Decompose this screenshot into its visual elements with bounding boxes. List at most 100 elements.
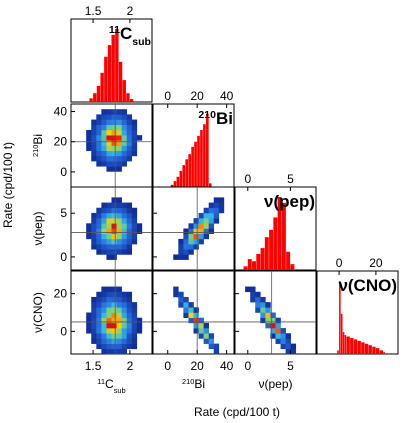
density-cell — [183, 254, 189, 260]
density-cell — [198, 223, 204, 229]
x-variable-label: 11Csub — [97, 377, 125, 395]
density-cell — [131, 212, 138, 219]
density-cell — [111, 296, 117, 303]
density-cell — [255, 291, 261, 298]
density-cell — [198, 322, 204, 329]
density-cell — [106, 291, 112, 298]
density-cell — [218, 202, 225, 209]
density-cell — [106, 233, 112, 240]
y-axis-label: Rate (cpd/100 t) — [1, 142, 15, 228]
density-cell — [121, 333, 127, 339]
hist-bar — [100, 72, 104, 102]
hist-bar — [368, 345, 372, 354]
density-cell — [178, 244, 184, 250]
density-cell — [208, 207, 215, 214]
hist-bar — [372, 346, 376, 354]
density-cell — [208, 343, 215, 350]
hist-bar — [197, 135, 200, 187]
hist-bar — [173, 181, 177, 187]
hist-bar — [357, 340, 361, 354]
hist-bar — [122, 80, 126, 102]
density-cell — [193, 233, 199, 240]
hist-bar — [337, 350, 339, 354]
density-cell — [198, 228, 204, 234]
density-cell — [91, 150, 97, 157]
density-cell — [106, 124, 112, 131]
density-cell — [101, 114, 107, 120]
density-cell — [126, 129, 133, 136]
density-cell — [178, 238, 184, 245]
density-cell — [131, 218, 138, 224]
hist-bar — [194, 141, 197, 187]
density-cell — [218, 207, 225, 214]
y-variable-label: ν(pep) — [31, 211, 45, 245]
density-cell — [126, 338, 133, 344]
density-cell — [116, 317, 122, 324]
label-base: C — [105, 377, 114, 391]
density-cell — [116, 338, 122, 344]
density-cell — [260, 302, 266, 308]
density-cell — [116, 328, 122, 334]
density-cell — [126, 343, 133, 350]
hist-bar — [364, 343, 369, 354]
hist-bar — [179, 170, 183, 187]
density-cell — [270, 333, 276, 339]
density-cell — [91, 135, 97, 141]
density-cell — [121, 302, 127, 308]
density-cell — [116, 333, 122, 339]
y-tick-label: 20 — [54, 135, 68, 149]
density-cell — [218, 197, 225, 203]
density-cell — [203, 338, 209, 344]
y-tick-label: 5 — [60, 206, 67, 220]
density-cell — [188, 302, 194, 308]
diagonal-title: ν(pep) — [264, 192, 315, 211]
label-base: C — [120, 24, 132, 43]
density-cell — [101, 343, 107, 350]
density-cell — [116, 296, 122, 303]
density-cell — [116, 218, 122, 224]
density-cell — [91, 212, 97, 219]
density-cell — [198, 233, 204, 240]
density-cell — [101, 129, 107, 136]
density-cell — [121, 343, 127, 350]
density-cell — [213, 218, 220, 224]
density-cell — [101, 155, 107, 162]
density-cell — [86, 228, 92, 234]
density-cell — [126, 244, 133, 250]
density-cell — [116, 291, 122, 298]
density-cell — [213, 197, 220, 203]
x-tick-label: 1.5 — [85, 359, 102, 373]
density-cell — [111, 119, 117, 126]
density-cell — [285, 343, 291, 350]
density-cell — [121, 212, 127, 219]
hist-bar — [269, 229, 274, 270]
density-cell — [96, 307, 102, 313]
density-cell — [270, 317, 276, 324]
hist-bar — [339, 281, 341, 354]
density-cell — [96, 238, 102, 245]
density-cell — [208, 228, 215, 234]
density-cell — [131, 228, 138, 234]
density-cell — [111, 114, 117, 120]
density-cell — [101, 109, 107, 115]
density-cell — [106, 155, 112, 162]
density-cell — [116, 249, 122, 255]
hist-bar — [256, 253, 261, 270]
density-cell — [86, 129, 92, 136]
density-cell — [111, 312, 117, 318]
density-cell — [121, 238, 127, 245]
x-axis-label: Rate (cpd/100 t) — [194, 405, 280, 419]
density-cell — [275, 333, 281, 339]
density-cell — [106, 322, 112, 329]
density-cell — [111, 322, 117, 329]
density-cell — [265, 317, 271, 324]
density-cell — [96, 244, 102, 250]
density-cell — [106, 343, 112, 350]
density-cell — [126, 302, 133, 308]
density-cell — [131, 129, 138, 136]
diagonal-title: 11Csub — [109, 24, 151, 48]
density-cell — [255, 307, 261, 313]
hist-bar — [176, 176, 180, 187]
density-cell — [203, 218, 209, 224]
density-cell — [116, 119, 122, 126]
